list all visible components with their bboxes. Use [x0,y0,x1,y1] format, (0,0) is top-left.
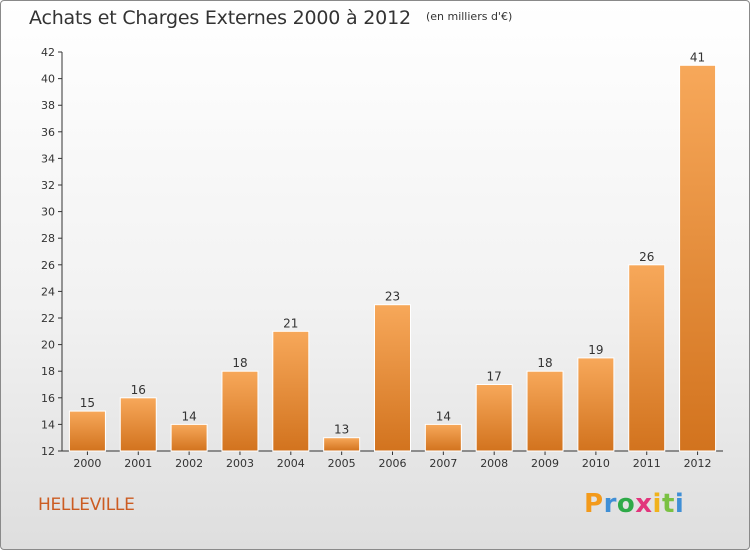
bar-2001 [119,397,157,452]
bar-2004 [272,330,310,452]
y-tick-label: 18 [41,365,55,378]
bar-2011 [628,264,666,452]
data-label: 19 [588,343,603,357]
y-tick-label: 26 [41,259,55,272]
unit-label: (en milliers d'€) [425,10,513,23]
y-tick-label: 40 [41,73,55,86]
data-label: 13 [334,423,349,437]
y-tick-label: 12 [41,445,55,458]
y-tick-label: 32 [41,179,55,192]
chart-title: Achats et Charges Externes 2000 à 2012 [29,7,411,29]
y-tick-label: 20 [41,339,55,352]
logo-letter: o [616,489,636,519]
bar-2006 [374,304,411,452]
logo-letter: i [674,489,685,519]
chart-title-row: Achats et Charges Externes 2000 à 2012 (… [29,7,512,29]
y-tick-label: 30 [41,206,55,219]
data-label: 41 [690,50,705,64]
data-label: 23 [385,290,400,304]
x-tick-label: 2006 [379,457,407,470]
y-tick-label: 34 [41,152,55,165]
proxiti-logo: Proxiti [584,489,684,519]
data-label: 16 [131,383,146,397]
x-tick-label: 2007 [429,457,457,470]
bar-2003 [221,370,259,452]
y-tick-label: 22 [41,312,55,325]
bar-2008 [475,384,513,452]
bar-2010 [577,357,615,452]
y-tick-label: 38 [41,99,55,112]
x-tick-label: 2003 [226,457,254,470]
data-label: 14 [436,409,451,423]
y-tick-label: 36 [41,126,55,139]
y-tick-label: 16 [41,392,55,405]
data-label: 18 [537,356,552,370]
data-label: 18 [232,356,247,370]
bar-2000 [68,410,106,452]
data-label: 14 [181,409,196,423]
x-tick-label: 2012 [684,457,712,470]
bar-2002 [170,423,208,452]
logo-letter: t [661,489,675,519]
logo-letter: r [603,489,617,519]
bar-2012 [679,64,717,452]
commune-name: HELLEVILLE [38,495,135,515]
y-tick-label: 14 [41,418,55,431]
logo-letter: x [635,489,653,519]
x-tick-label: 2010 [582,457,610,470]
x-tick-label: 2000 [73,457,101,470]
y-tick-label: 28 [41,232,55,245]
data-label: 15 [80,396,95,410]
y-tick-label: 42 [41,46,55,59]
bar-2005 [323,437,361,452]
data-label: 21 [283,316,298,330]
x-tick-label: 2011 [633,457,661,470]
logo-letter: i [652,489,662,519]
data-label: 17 [487,370,502,384]
x-tick-label: 2009 [531,457,559,470]
x-tick-label: 2001 [124,457,152,470]
x-tick-label: 2004 [277,457,305,470]
y-tick-label: 24 [41,285,55,298]
x-tick-label: 2005 [328,457,356,470]
logo-letter: P [584,489,604,519]
x-tick-label: 2008 [480,457,508,470]
x-tick-label: 2002 [175,457,203,470]
bar-2007 [424,423,462,452]
data-label: 26 [639,250,654,264]
bar-2009 [526,370,564,452]
